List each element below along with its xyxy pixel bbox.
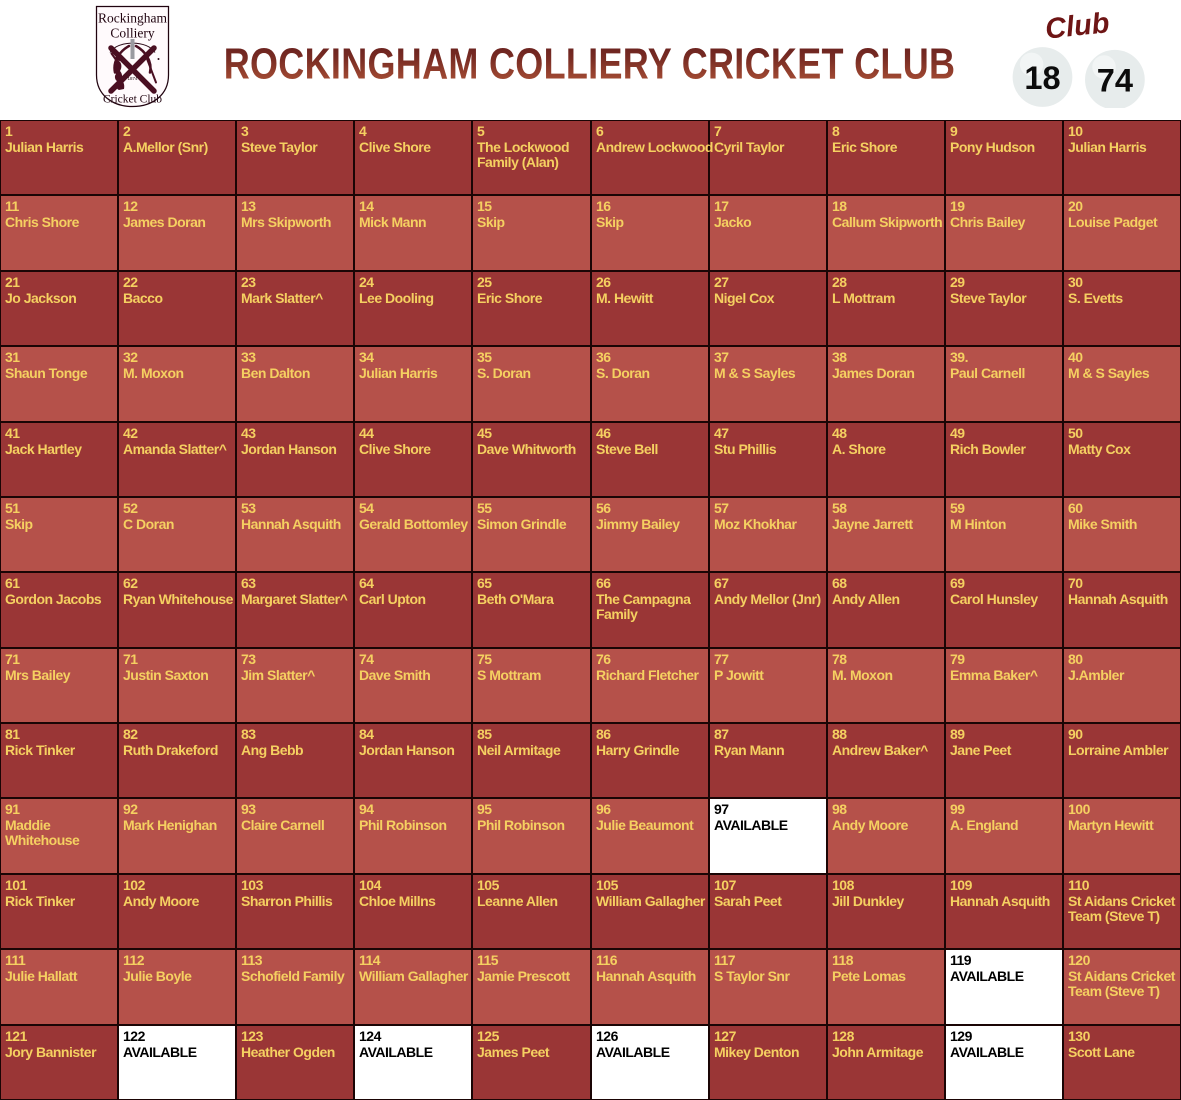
svg-text:Club: Club — [1044, 8, 1111, 46]
svg-text:Rockingham: Rockingham — [98, 11, 167, 26]
svg-text:74: 74 — [1097, 62, 1133, 98]
svg-text:18: 18 — [1024, 60, 1060, 96]
svg-text:Cricket Club: Cricket Club — [103, 94, 162, 106]
svg-text:Colliery: Colliery — [110, 26, 154, 41]
svg-text:1874: 1874 — [127, 76, 138, 81]
